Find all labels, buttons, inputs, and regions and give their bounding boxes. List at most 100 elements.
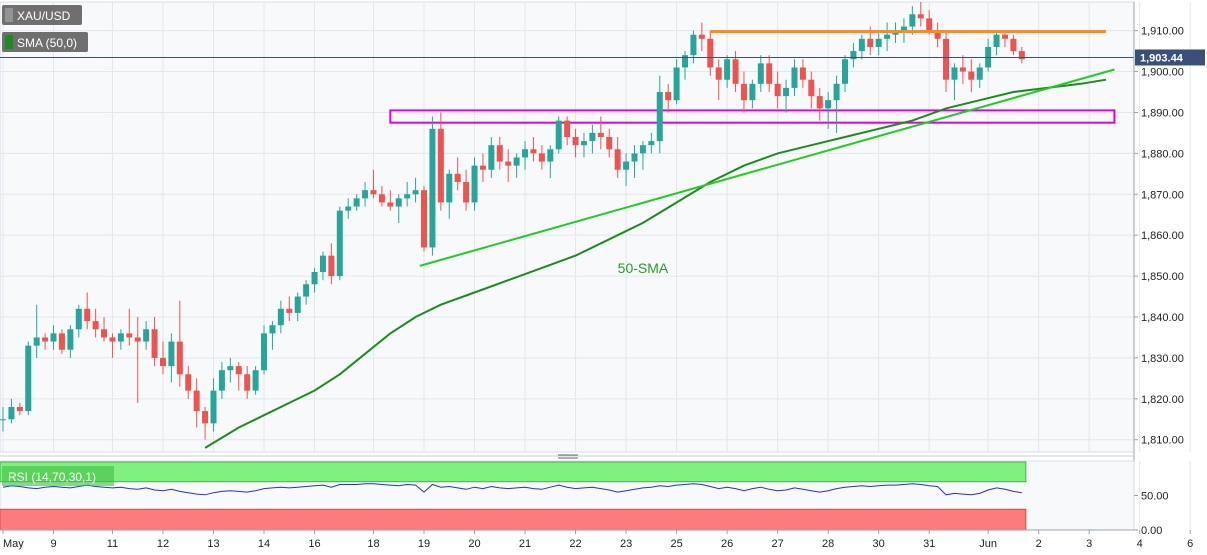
candle-body <box>109 337 116 342</box>
candle-body <box>951 67 958 80</box>
candle-body <box>673 67 680 101</box>
candle-body <box>690 34 697 56</box>
candle-body <box>84 308 91 322</box>
support-trendline <box>419 68 1115 267</box>
candle-body <box>547 149 554 162</box>
candle-body <box>850 51 857 60</box>
candle-body <box>252 370 259 391</box>
candle-body <box>159 357 166 367</box>
candle-body <box>227 366 234 371</box>
candle-body <box>362 190 369 199</box>
candle-body <box>235 366 242 375</box>
candle-body <box>639 145 646 154</box>
candle-body <box>1018 51 1025 60</box>
candle-body <box>471 165 478 203</box>
candle-body <box>319 255 326 272</box>
candle-body <box>303 284 310 297</box>
candle-body <box>437 128 444 203</box>
candle-body <box>429 128 436 248</box>
candle-body <box>783 87 790 97</box>
candle-body <box>33 337 40 346</box>
candle-body <box>580 141 587 146</box>
candle-body <box>522 149 529 158</box>
candle-body <box>134 337 141 342</box>
time-tick-label: Jun <box>979 538 997 550</box>
last-price-label: 1,903.44 <box>1140 52 1184 64</box>
candle-body <box>825 100 832 109</box>
candle-body <box>370 190 377 195</box>
overlay-lines: 50-SMA <box>0 29 1134 449</box>
candle-body <box>656 92 663 142</box>
candle-body <box>505 161 512 166</box>
candle-body <box>151 329 158 358</box>
candle-body <box>294 296 301 313</box>
candle-body <box>117 333 124 342</box>
candle-body <box>900 26 907 31</box>
candle-body <box>884 34 891 39</box>
candle-body <box>665 92 672 101</box>
time-tick-label: 20 <box>468 538 480 550</box>
price-tick-label: 1,870.00 <box>1141 189 1184 201</box>
price-tick-label: 1,860.00 <box>1141 230 1184 242</box>
candle-body <box>446 173 453 203</box>
candle-body <box>623 161 630 170</box>
time-tick-label: 19 <box>418 538 430 550</box>
candle-body <box>631 153 638 162</box>
candle-body <box>917 14 924 19</box>
price-tick-label: 1,830.00 <box>1141 353 1184 365</box>
candle-body <box>50 333 57 342</box>
time-axis[interactable]: May 9 11 12 13 14 16 18 19 20 21 22 23 25 26 27 28 30 31 Ju… <box>0 529 1193 550</box>
time-tick-label: 4 <box>1137 538 1143 550</box>
price-axis[interactable]: 1,810.00 1,820.00 1,830.00 1,840.00 1,850.00… <box>1133 2 1205 530</box>
time-tick-label: 3 <box>1086 538 1092 550</box>
candle-body <box>25 345 32 412</box>
candle-body <box>682 55 689 68</box>
candle-body <box>757 63 764 84</box>
rsi-label: RSI (14,70,30,1) <box>8 470 96 484</box>
candle-body <box>210 390 217 424</box>
candle-body <box>353 198 360 207</box>
candle-body <box>286 308 293 313</box>
rsi-oversold-band <box>0 508 1027 531</box>
candle-body <box>724 59 731 80</box>
time-tick-label: 30 <box>873 538 885 550</box>
candle-body <box>92 321 99 330</box>
candle-body <box>572 137 579 146</box>
candle-body <box>993 34 1000 47</box>
support-zone <box>389 109 1116 124</box>
candle-body <box>606 137 613 150</box>
candle-body <box>395 198 402 207</box>
time-tick-label: 31 <box>923 538 935 550</box>
candle-body <box>858 38 865 52</box>
rsi-tick-label: 50.00 <box>1141 491 1169 503</box>
time-tick-label: 21 <box>519 538 531 550</box>
candle-body <box>791 67 798 88</box>
sma-annotation: 50-SMA <box>618 260 669 276</box>
candle-body <box>968 71 975 80</box>
time-tick-label: 25 <box>670 538 682 550</box>
time-tick-label: 12 <box>157 538 169 550</box>
candle-body <box>833 83 840 101</box>
candle-body <box>0 419 6 421</box>
symbol-badge[interactable] <box>2 5 82 25</box>
time-tick-label: May <box>3 538 24 550</box>
candle-body <box>421 190 427 248</box>
candle-body <box>101 329 108 338</box>
candle-body <box>530 149 537 154</box>
candle-body <box>58 333 65 350</box>
price-tick-label: 1,910.00 <box>1141 26 1184 38</box>
sma-badge[interactable] <box>2 32 88 52</box>
rsi-badge[interactable] <box>2 466 114 486</box>
candle-body <box>976 67 983 80</box>
sma-label: SMA (50,0) <box>17 36 77 50</box>
legend: XAU/USD SMA (50,0) <box>2 5 88 52</box>
candle-body <box>404 194 411 199</box>
candle-body <box>707 38 714 68</box>
sma50-line <box>204 78 1107 449</box>
price-tick-label: 1,890.00 <box>1141 107 1184 119</box>
candle-body <box>328 255 335 277</box>
candle-body <box>740 83 747 101</box>
time-tick-label: 27 <box>772 538 784 550</box>
price-tick-label: 1,880.00 <box>1141 148 1184 160</box>
